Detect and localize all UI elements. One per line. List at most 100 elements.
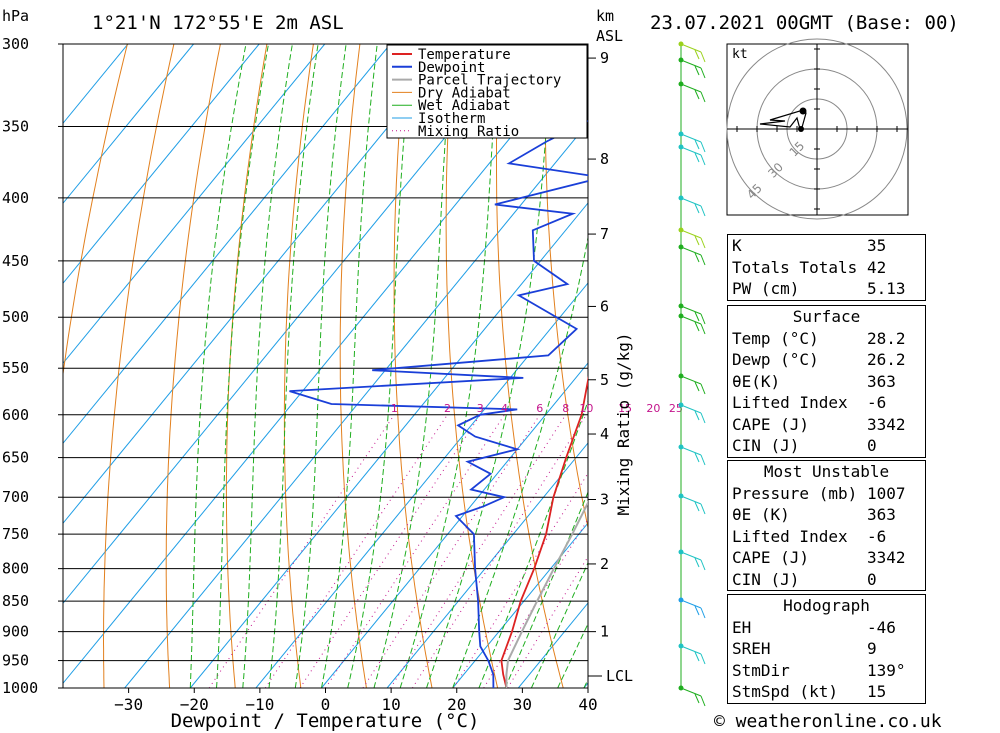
table-row: PW (cm) 5.13 [728, 278, 925, 300]
pressure-tick-label: 750 [2, 525, 29, 543]
pressure-tick-label: 800 [2, 560, 29, 578]
wet-adiabat-line [294, 44, 347, 688]
table-row: Totals Totals 42 [728, 257, 925, 279]
table-row: K 35 [728, 235, 925, 257]
wind-barb [680, 59, 702, 69]
wind-barb-feather [700, 454, 706, 466]
temperature-tick-label: −10 [245, 695, 274, 714]
legend-label: Mixing Ratio [418, 124, 519, 140]
mixing-ratio-label: 20 [646, 402, 660, 415]
wind-barb [680, 133, 702, 143]
wind-barb [680, 305, 702, 315]
mixing-ratio-label: 4 [501, 402, 508, 415]
row-value: 3342 [867, 414, 906, 434]
wind-barb-feather [694, 410, 700, 421]
wet-adiabat-line [504, 490, 588, 688]
mixing-ratio-label: 3 [477, 402, 484, 415]
pressure-tick-label: 300 [2, 35, 29, 53]
wet-adiabat-line [321, 44, 378, 688]
row-value: 1007 [867, 483, 906, 503]
wind-barb-feather [700, 237, 706, 249]
table-row: CIN (J) 0 [728, 569, 925, 591]
wet-adiabat-line [347, 44, 413, 688]
row-label: CAPE (J) [732, 548, 810, 567]
wind-barb [680, 404, 702, 414]
pressure-tick-label: 950 [2, 652, 29, 670]
dry-adiabat-line [496, 44, 564, 688]
row-label: CAPE (J) [732, 414, 810, 434]
row-value: -46 [867, 617, 896, 637]
row-value: 3342 [867, 548, 906, 567]
wind-barb-feather [694, 89, 700, 100]
copyright: © weatheronline.co.uk [714, 711, 942, 732]
dry-adiabat-line [965, 44, 1000, 688]
wind-barb-feather [694, 235, 700, 246]
table-row: θE (K) 363 [728, 504, 925, 526]
row-label: EH [732, 617, 752, 637]
isotherm-line [321, 362, 588, 688]
pressure-tick-label: 550 [2, 359, 29, 377]
pressure-tick-label: 1000 [2, 679, 38, 697]
row-label: SREH [732, 639, 771, 658]
mixing-ratio-axis-title: Mixing Ratio (g/kg) [614, 332, 633, 515]
temperature-tick-label: 10 [381, 695, 400, 714]
wind-barb [680, 551, 702, 561]
isotherm-line [63, 44, 457, 525]
row-label: Lifted Index [732, 393, 848, 412]
mixing-ratio-line [299, 414, 481, 688]
pressure-tick-label: 850 [2, 592, 29, 610]
row-value: 0 [867, 436, 877, 455]
wind-barb-feather [694, 311, 700, 322]
temperature-tick-label: 0 [321, 695, 331, 714]
isotherm-line [124, 122, 588, 688]
mixing-ratio-label: 2 [444, 402, 451, 415]
wind-barb [680, 495, 702, 505]
row-value: -6 [867, 526, 887, 546]
height-tick-label: 9 [600, 49, 609, 67]
temperature-tick-label: 30 [513, 695, 532, 714]
table-row: EH -46 [728, 617, 925, 639]
row-label: StmSpd (kt) [732, 682, 838, 701]
row-value: 139° [867, 660, 906, 680]
surface-title: Surface [728, 305, 925, 328]
wind-barb [680, 687, 702, 697]
row-value: -6 [867, 393, 887, 412]
wind-barb-feather [700, 607, 706, 619]
mixing-ratio-label: 1 [391, 402, 398, 415]
temperature-line [500, 375, 588, 688]
wind-barb [680, 315, 702, 325]
dry-adiabat-line [225, 44, 268, 688]
wind-barb [680, 446, 702, 456]
height-tick-label: 7 [600, 225, 609, 243]
table-row: Lifted Index -6 [728, 392, 925, 414]
pressure-tick-label: 400 [2, 189, 29, 207]
row-label: K [732, 236, 742, 255]
pressure-tick-label: 500 [2, 308, 29, 326]
legend-label: Dry Adiabat [418, 85, 511, 101]
row-label: CIN (J) [732, 436, 800, 455]
pressure-tick-label: 700 [2, 488, 29, 506]
wind-barb [680, 43, 702, 53]
row-label: Temp (°C) [732, 328, 819, 348]
temperature-axis: −30 −20 −10 0 10 20 30 40 [114, 688, 598, 714]
wind-barb [680, 83, 702, 93]
table-row: Pressure (mb) 1007 [728, 483, 925, 505]
wind-barb-profile [678, 41, 706, 707]
row-value: 28.2 [867, 328, 906, 348]
mixing-ratio-line [362, 414, 541, 688]
mixing-ratio-label: 8 [562, 402, 569, 415]
isotherm-line [63, 44, 522, 605]
temperature-tick-label: 20 [447, 695, 466, 714]
wind-barb-feather [694, 651, 700, 662]
wind-barb-feather [694, 65, 700, 76]
mixing-ratio-label: 10 [579, 402, 593, 415]
row-label: Lifted Index [732, 526, 848, 546]
wind-barb-feather [700, 695, 706, 707]
table-row: CAPE (J) 3342 [728, 414, 925, 436]
isotherm-line [189, 202, 588, 688]
row-label: θE(K) [732, 371, 781, 391]
wind-barb-feather [700, 383, 706, 395]
dry-adiabat-line [283, 44, 314, 688]
